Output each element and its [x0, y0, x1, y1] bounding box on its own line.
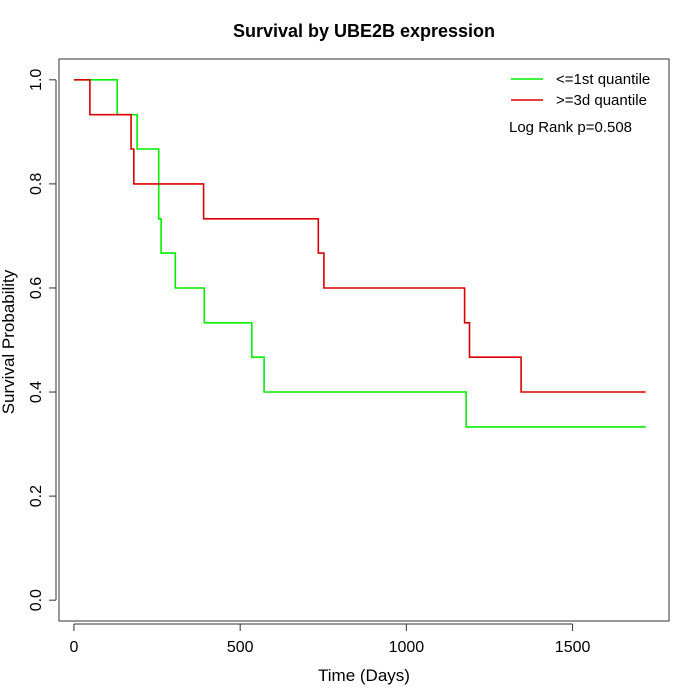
- legend: <=1st quantile >=3d quantile: [511, 71, 650, 109]
- log-rank-annotation: Log Rank p=0.508: [509, 119, 632, 136]
- y-axis: 0.0 0.2 0.4 0.6 0.8 1.0: [28, 69, 57, 611]
- legend-label-0: <=1st quantile: [556, 71, 650, 88]
- y-tick-label: 0.0: [28, 589, 45, 611]
- x-tick-label: 1000: [389, 639, 425, 656]
- x-axis: 0 500 1000 1500: [70, 623, 591, 656]
- y-axis-label: Survival Probability: [0, 269, 18, 414]
- series-line-1: [74, 79, 646, 393]
- y-tick-label: 0.4: [28, 381, 45, 403]
- y-tick-label: 0.8: [28, 173, 45, 195]
- x-tick-label: 0: [70, 639, 79, 656]
- x-axis-label: Time (Days): [318, 666, 410, 685]
- plot-frame: [58, 58, 670, 622]
- x-tick-label: 500: [227, 639, 254, 656]
- legend-label-1: >=3d quantile: [556, 92, 647, 109]
- y-tick-label: 0.2: [28, 485, 45, 507]
- series-line-0: [74, 79, 646, 428]
- series-layer: [74, 79, 646, 428]
- y-tick-label: 0.6: [28, 277, 45, 299]
- chart-title: Survival by UBE2B expression: [233, 21, 495, 41]
- y-tick-label: 1.0: [28, 69, 45, 91]
- x-tick-label: 1500: [555, 639, 591, 656]
